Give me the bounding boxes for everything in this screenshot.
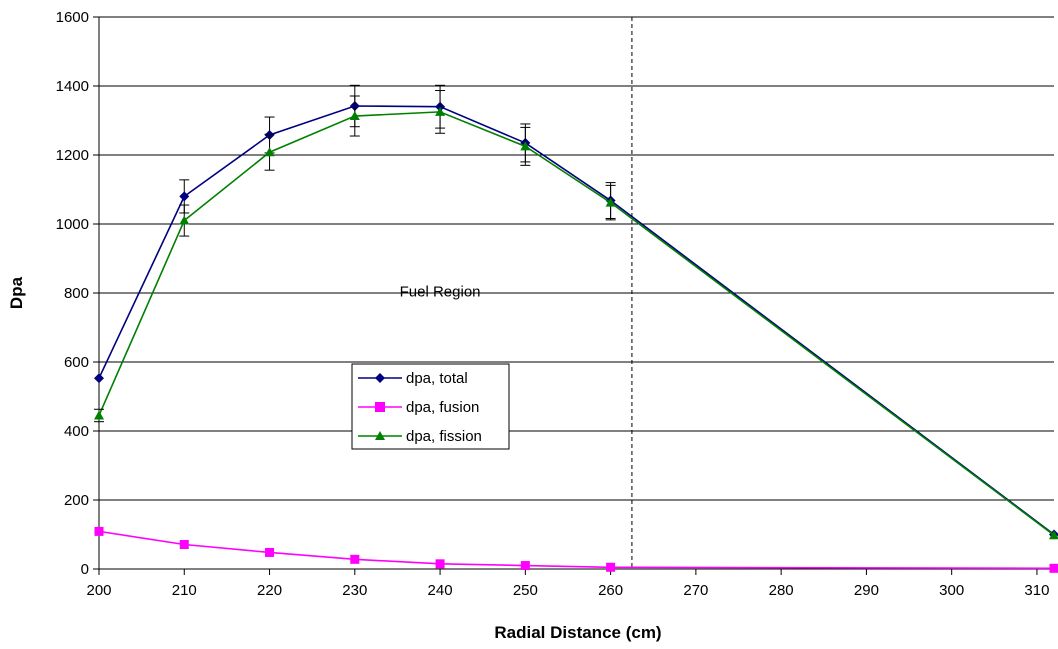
series-2 <box>94 89 1058 540</box>
y-tick-label-1200: 1200 <box>56 147 89 164</box>
series-line-0 <box>98 105 1055 536</box>
y-tick-label-1600: 1600 <box>56 9 89 26</box>
y-tick-label-1000: 1000 <box>56 216 89 233</box>
x-tick-label-280: 280 <box>769 582 794 599</box>
x-tick-label-260: 260 <box>598 582 623 599</box>
x-tick-label-250: 250 <box>513 582 538 599</box>
x-tick-label-300: 300 <box>939 582 964 599</box>
legend-entry-total: dpa, total <box>358 370 468 387</box>
data-point-1-2 <box>265 547 275 557</box>
data-point-1-7 <box>1049 563 1058 573</box>
x-tick-label-220: 220 <box>257 582 282 599</box>
legend: dpa, total dpa, fusion dpa, fission <box>351 363 510 450</box>
data-point-1-3 <box>350 554 360 564</box>
legend-label-fission: dpa, fission <box>406 428 482 445</box>
y-tick-label-400: 400 <box>64 423 89 440</box>
y-tick-label-800: 800 <box>64 285 89 302</box>
x-tick-label-310: 310 <box>1024 582 1049 599</box>
data-point-2-2 <box>264 147 275 157</box>
series-1 <box>94 526 1058 573</box>
annotation-fuel-region: Fuel Region <box>400 283 481 300</box>
legend-label-fusion: dpa, fusion <box>406 399 479 416</box>
data-point-0-0 <box>94 373 104 384</box>
tick-labels: 0 200 400 600 800 1000 1200 1400 1600 200 210 220 23… <box>56 9 1050 599</box>
grid-lines <box>99 16 1054 501</box>
data-point-2-5 <box>520 141 531 151</box>
x-axis-title: Radial Distance (cm) <box>494 623 661 642</box>
series-line-1 <box>98 530 1055 570</box>
legend-label-total: dpa, total <box>406 370 468 387</box>
data-point-2-7 <box>1049 530 1058 540</box>
series-group <box>94 84 1058 573</box>
y-tick-label-0: 0 <box>81 561 89 578</box>
data-point-0-1 <box>179 191 190 202</box>
series-line-2 <box>98 111 1055 536</box>
x-tick-label-210: 210 <box>172 582 197 599</box>
data-point-1-0 <box>94 526 104 536</box>
x-tick-label-270: 270 <box>683 582 708 599</box>
series-0 <box>94 84 1058 540</box>
data-point-1-6 <box>606 562 616 572</box>
y-tick-label-600: 600 <box>64 354 89 371</box>
data-point-2-3 <box>349 111 360 121</box>
x-tick-label-240: 240 <box>428 582 453 599</box>
x-tick-label-230: 230 <box>342 582 367 599</box>
y-tick-label-1400: 1400 <box>56 78 89 95</box>
data-point-1-1 <box>179 540 189 550</box>
legend-entry-fusion: dpa, fusion <box>358 399 479 416</box>
x-tick-label-290: 290 <box>854 582 879 599</box>
x-tick-label-200: 200 <box>86 582 111 599</box>
y-axis-title: Dpa <box>7 276 26 309</box>
data-point-2-1 <box>179 215 190 225</box>
axes <box>93 16 1054 575</box>
data-point-2-4 <box>435 106 446 116</box>
data-point-1-5 <box>520 561 530 571</box>
y-tick-label-200: 200 <box>64 492 89 509</box>
legend-entry-fission: dpa, fission <box>358 428 482 445</box>
data-point-1-4 <box>435 559 445 569</box>
data-point-2-0 <box>94 410 104 420</box>
data-point-2-6 <box>605 197 616 207</box>
